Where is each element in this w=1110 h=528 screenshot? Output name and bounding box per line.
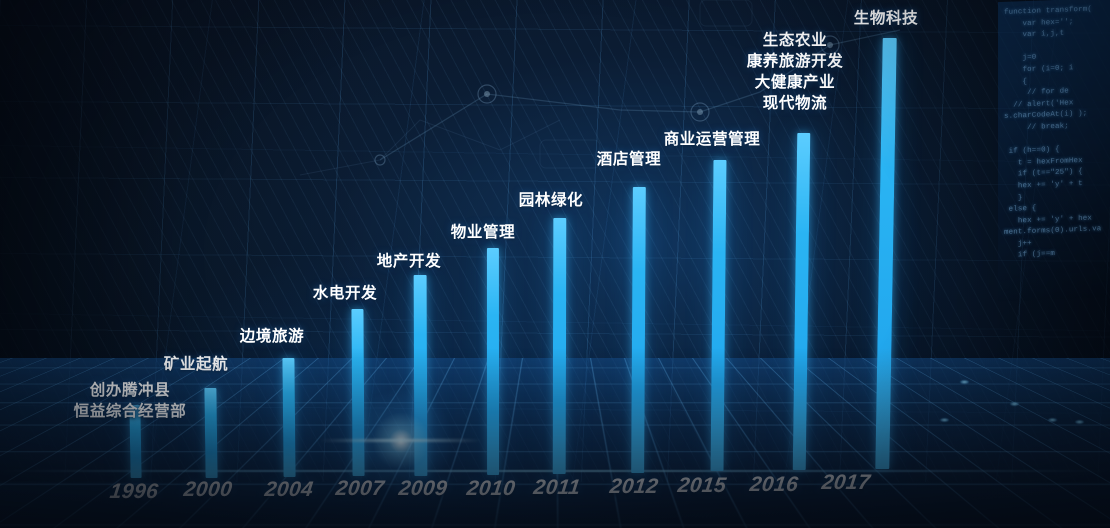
category-label-line: 边境旅游	[239, 328, 305, 345]
year-label-2017: 2017	[820, 471, 872, 494]
category-label-line: 矿业起航	[163, 356, 229, 373]
category-label-line: 商业运营管理	[663, 131, 761, 148]
category-label-2012: 酒店管理	[597, 149, 661, 170]
category-label-2009: 地产开发	[377, 251, 441, 272]
floor-marker	[940, 418, 949, 422]
bar-2007[interactable]	[351, 309, 365, 476]
year-label-2010: 2010	[465, 477, 517, 500]
category-label-line: 水电开发	[312, 285, 378, 302]
year-label-2012: 2012	[608, 475, 660, 498]
category-label-2000: 矿业起航	[164, 354, 228, 375]
category-label-line: 现代物流	[762, 95, 828, 112]
year-label-1996: 1996	[108, 480, 160, 503]
category-label-line: 恒益综合经营部	[73, 403, 187, 420]
year-label-2004: 2004	[263, 478, 315, 501]
category-label-1996: 创办腾冲县恒益综合经营部	[74, 380, 187, 422]
category-label-2011: 园林绿化	[519, 190, 583, 211]
category-label-2004: 边境旅游	[240, 326, 304, 347]
category-label-2016: 生态农业康养旅游开发 大健康产业现代物流	[747, 30, 844, 114]
category-label-line: 生态农业	[762, 32, 828, 49]
bar-2009[interactable]	[413, 275, 428, 476]
bar-2011[interactable]	[552, 218, 567, 474]
bar-2004[interactable]	[282, 358, 296, 477]
floor-marker	[1010, 402, 1019, 406]
floor-marker	[1075, 420, 1084, 424]
bar-2012[interactable]	[631, 187, 646, 473]
floor-marker	[1048, 418, 1057, 422]
category-label-line: 大健康产业	[754, 74, 836, 91]
category-label-2010: 物业管理	[451, 222, 515, 243]
year-label-2016: 2016	[748, 473, 800, 496]
bar-2000[interactable]	[204, 388, 218, 478]
year-label-2015: 2015	[676, 474, 728, 497]
category-label-line: 园林绿化	[518, 192, 584, 209]
category-label-line: 物业管理	[450, 224, 516, 241]
category-label-line: 康养旅游开发	[746, 53, 844, 70]
category-label-2017: 生物科技	[854, 8, 918, 29]
year-label-2011: 2011	[532, 476, 582, 499]
bar-2010[interactable]	[486, 248, 500, 475]
category-label-line: 生物科技	[853, 10, 919, 27]
code-text-overlay: function transform( var hex=''; var i,j,…	[998, 0, 1110, 303]
year-label-2009: 2009	[397, 477, 449, 500]
floor-marker	[960, 380, 969, 384]
year-label-2000: 2000	[182, 478, 234, 501]
category-label-line: 创办腾冲县	[89, 382, 171, 399]
category-label-2015: 商业运营管理	[664, 129, 761, 150]
year-label-2007: 2007	[334, 477, 386, 500]
category-label-2007: 水电开发	[313, 283, 377, 304]
category-label-line: 地产开发	[376, 253, 442, 270]
category-label-line: 酒店管理	[596, 151, 662, 168]
